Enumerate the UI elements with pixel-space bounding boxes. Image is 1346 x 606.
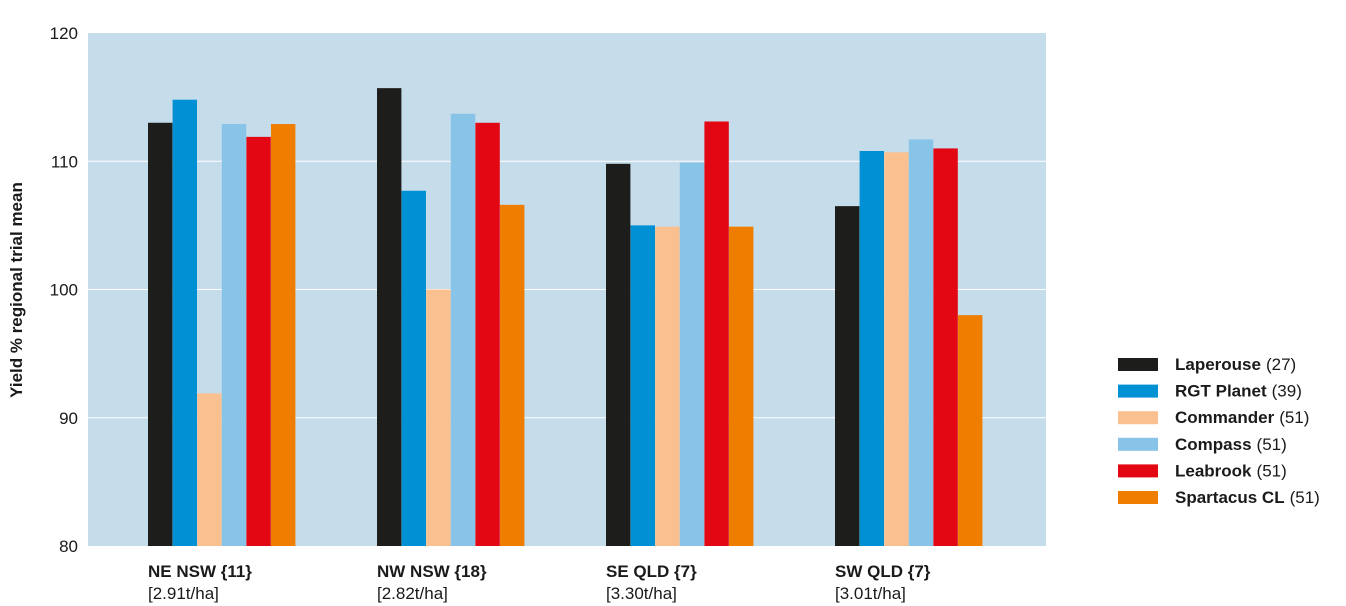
bar-commander-3 [655, 226, 680, 546]
y-tick-label: 110 [51, 152, 78, 171]
legend: Laperouse (27)RGT Planet (39)Commander (51)… [1118, 355, 1320, 507]
category-sublabel: [2.82t/ha] [377, 584, 448, 603]
x-axis-categories: NE NSW {11} [2.91t/ha] NW NSW {18} [2.82t/h… [148, 562, 931, 603]
bar-commander-1 [197, 393, 222, 546]
legend-entry: Commander (51) [1175, 408, 1309, 427]
legend-series-note: (51) [1279, 408, 1309, 427]
y-axis-ticks: 80 90 100 110 120 [50, 24, 78, 556]
bar-rgt-planet-3 [630, 225, 655, 546]
legend-series-note: (51) [1257, 435, 1287, 454]
legend-series-note: (51) [1290, 488, 1320, 507]
legend-swatch [1118, 491, 1158, 504]
legend-series-name: Leabrook [1175, 461, 1252, 480]
category-label: SE QLD {7} [606, 562, 697, 581]
legend-swatch [1118, 411, 1158, 425]
legend-series-note: (51) [1257, 461, 1287, 480]
bar-rgt-planet-1 [172, 99, 197, 546]
bar-commander-4 [884, 152, 909, 546]
legend-swatch [1118, 358, 1158, 371]
bar-compass-1 [221, 124, 247, 547]
y-tick-label: 90 [59, 409, 78, 428]
y-tick-label: 100 [50, 281, 78, 300]
legend-series-name: Spartacus CL [1175, 488, 1285, 507]
bar-compass-3 [679, 162, 705, 546]
y-tick-label: 80 [59, 537, 78, 556]
bar-leabrook-4 [933, 148, 958, 547]
legend-series-note: (27) [1266, 355, 1296, 374]
y-axis-label: Yield % regional trial mean [7, 182, 26, 398]
legend-entry: Compass (51) [1175, 435, 1287, 454]
bar-rgt-planet-2 [401, 190, 426, 546]
legend-swatch [1118, 464, 1158, 478]
legend-series-name: Commander [1175, 408, 1275, 427]
bar-spartacus-cl-4 [958, 315, 983, 546]
category-label: NW NSW {18} [377, 562, 487, 581]
legend-entry: Spartacus CL (51) [1175, 488, 1320, 507]
bar-leabrook-3 [704, 121, 729, 547]
bar-laperouse-4 [835, 206, 860, 546]
legend-swatch [1118, 384, 1158, 398]
bar-compass-2 [450, 113, 476, 547]
category-sublabel: [3.01t/ha] [835, 584, 906, 603]
category-label: NE NSW {11} [148, 562, 252, 581]
bar-laperouse-2 [377, 88, 402, 547]
bar-laperouse-3 [606, 163, 631, 546]
bar-leabrook-1 [246, 136, 271, 546]
category-sublabel: [3.30t/ha] [606, 584, 677, 603]
category-sublabel: [2.91t/ha] [148, 584, 219, 603]
bar-laperouse-1 [148, 122, 173, 547]
legend-entry: Leabrook (51) [1175, 461, 1287, 480]
legend-series-note: (39) [1272, 382, 1302, 401]
legend-entry: Laperouse (27) [1175, 355, 1296, 374]
bar-spartacus-cl-1 [271, 124, 296, 547]
legend-entry: RGT Planet (39) [1175, 382, 1302, 401]
category-label: SW QLD {7} [835, 562, 931, 581]
legend-swatch [1118, 437, 1158, 451]
legend-series-name: Compass [1175, 435, 1252, 454]
bar-leabrook-2 [475, 122, 500, 547]
bar-compass-4 [908, 139, 934, 546]
bar-commander-2 [426, 289, 451, 546]
bar-spartacus-cl-3 [729, 226, 754, 546]
legend-series-name: RGT Planet [1175, 382, 1267, 401]
legend-series-name: Laperouse [1175, 355, 1261, 374]
bars [148, 88, 983, 547]
bar-rgt-planet-4 [859, 150, 884, 547]
y-tick-label: 120 [50, 24, 78, 43]
bar-spartacus-cl-2 [500, 204, 525, 547]
